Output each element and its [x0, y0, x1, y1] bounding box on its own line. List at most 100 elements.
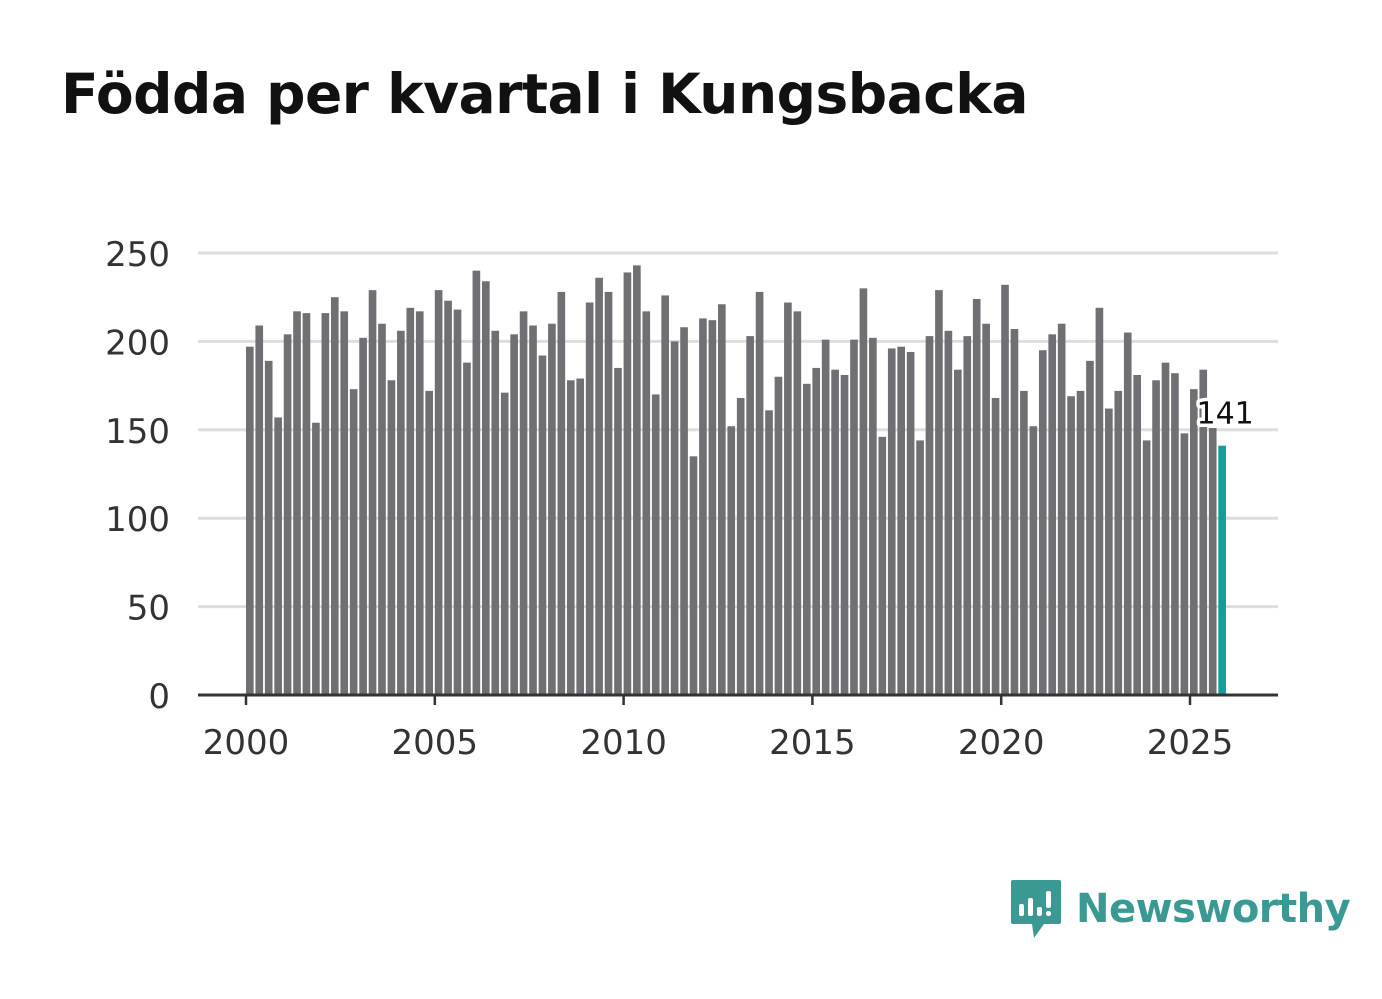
bar	[246, 346, 254, 695]
bar	[1095, 307, 1104, 695]
bar	[944, 330, 953, 695]
bar	[727, 426, 736, 695]
y-tick-label: 100	[105, 500, 170, 540]
bar	[925, 336, 934, 695]
x-tick-label: 2005	[392, 723, 479, 763]
bar	[963, 336, 972, 695]
axes	[198, 693, 1278, 705]
bar	[359, 337, 367, 695]
y-tick-label: 250	[105, 235, 170, 275]
bar	[680, 327, 688, 695]
bar	[1020, 390, 1028, 695]
bar	[1161, 362, 1170, 695]
bar	[491, 330, 500, 695]
x-tick-label: 2000	[203, 723, 290, 763]
bar	[425, 390, 433, 695]
bar	[1105, 408, 1113, 695]
bar	[906, 352, 915, 695]
bar	[548, 323, 556, 695]
bar	[802, 383, 811, 695]
bar	[1142, 440, 1151, 695]
bar	[529, 325, 537, 695]
bar	[585, 302, 594, 695]
bar	[415, 311, 424, 695]
bar	[869, 337, 877, 695]
bar	[1086, 360, 1094, 695]
bar	[821, 339, 830, 695]
bar	[812, 367, 821, 695]
bar	[576, 378, 585, 695]
bar	[500, 392, 509, 695]
bar	[510, 334, 518, 695]
bar	[482, 281, 490, 695]
bar	[1152, 380, 1160, 695]
bar	[1208, 428, 1217, 695]
bar	[330, 297, 339, 695]
bar	[387, 380, 396, 695]
bar	[274, 417, 282, 695]
bar	[633, 265, 641, 695]
bar	[859, 288, 868, 695]
bar	[1029, 426, 1038, 695]
bar	[1133, 374, 1141, 695]
brand-logo: Newsworthy	[1010, 878, 1351, 940]
bar	[718, 304, 726, 695]
bar	[699, 318, 707, 695]
y-tick-label: 0	[148, 677, 170, 717]
bar	[595, 277, 603, 695]
bar	[1123, 332, 1132, 695]
bar	[434, 290, 443, 695]
x-tick-label: 2025	[1147, 723, 1234, 763]
bar	[935, 290, 943, 695]
bar	[283, 334, 292, 695]
bar	[293, 311, 301, 695]
bar	[397, 330, 405, 695]
x-tick-label: 2010	[580, 723, 667, 763]
bar	[887, 348, 896, 695]
bar	[651, 394, 660, 695]
bar	[1057, 323, 1066, 695]
x-tick-label: 2015	[769, 723, 856, 763]
bar	[368, 290, 377, 695]
bar	[519, 311, 528, 695]
bar-highlighted	[1218, 445, 1226, 695]
y-tick-label: 150	[105, 412, 170, 452]
bar	[982, 323, 990, 695]
newsworthy-logo-icon	[1011, 880, 1061, 938]
bar	[1180, 433, 1189, 695]
bar	[321, 313, 330, 695]
bar	[642, 311, 651, 695]
bar	[661, 295, 669, 695]
bar	[765, 410, 773, 695]
bar	[774, 376, 783, 695]
chart-title: Födda per kvartal i Kungsbacka	[61, 62, 1029, 126]
x-tick-label: 2020	[958, 723, 1045, 763]
bar	[444, 300, 452, 695]
bar	[312, 422, 320, 695]
highlight-value-label: 141	[1197, 397, 1254, 432]
bar	[302, 313, 311, 695]
bars	[246, 265, 1226, 695]
bar	[1038, 350, 1047, 695]
bar	[840, 374, 849, 695]
bar	[472, 270, 481, 695]
bar	[557, 291, 566, 695]
bar	[850, 339, 858, 695]
labels: 0 50 100 150 200 250 2000 2005 2010 2015 2020 2025 1…	[105, 235, 1257, 763]
bar	[1010, 329, 1019, 695]
bar	[897, 346, 905, 695]
bar	[604, 291, 613, 695]
bar	[566, 380, 575, 695]
bar	[453, 309, 462, 695]
bar	[1190, 389, 1198, 695]
bar	[746, 336, 754, 695]
bar	[463, 362, 471, 695]
bar	[1171, 373, 1179, 695]
bar	[755, 291, 764, 695]
bar	[1114, 390, 1123, 695]
bar	[689, 456, 698, 695]
bar	[972, 298, 981, 695]
bar	[378, 323, 386, 695]
bar	[954, 369, 962, 695]
